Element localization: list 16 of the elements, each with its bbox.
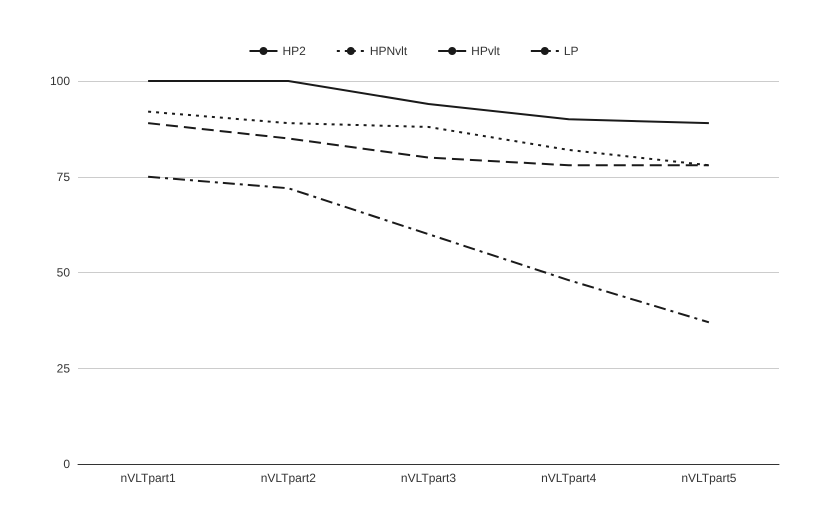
- y-tick-label: 0: [63, 457, 70, 471]
- line-series: [147, 176, 710, 324]
- y-tick-label: 50: [56, 266, 70, 280]
- x-tick-label: nVLTpart3: [400, 471, 456, 485]
- x-tick-label: nVLTpart5: [681, 471, 737, 485]
- legend-label: HP2: [282, 44, 306, 58]
- x-tick-label: nVLTpart2: [260, 471, 316, 485]
- x-tick-label: nVLTpart1: [120, 471, 176, 485]
- y-tick-label: 75: [56, 170, 70, 184]
- x-tick-label: nVLTpart4: [541, 471, 597, 485]
- y-tick-label: 100: [50, 74, 70, 88]
- legend-label: LP: [564, 44, 579, 58]
- legend-label: HPNvlt: [370, 44, 408, 58]
- line-series: [147, 80, 710, 124]
- y-tick-label: 25: [56, 361, 70, 376]
- legend-label: HPvlt: [471, 44, 500, 58]
